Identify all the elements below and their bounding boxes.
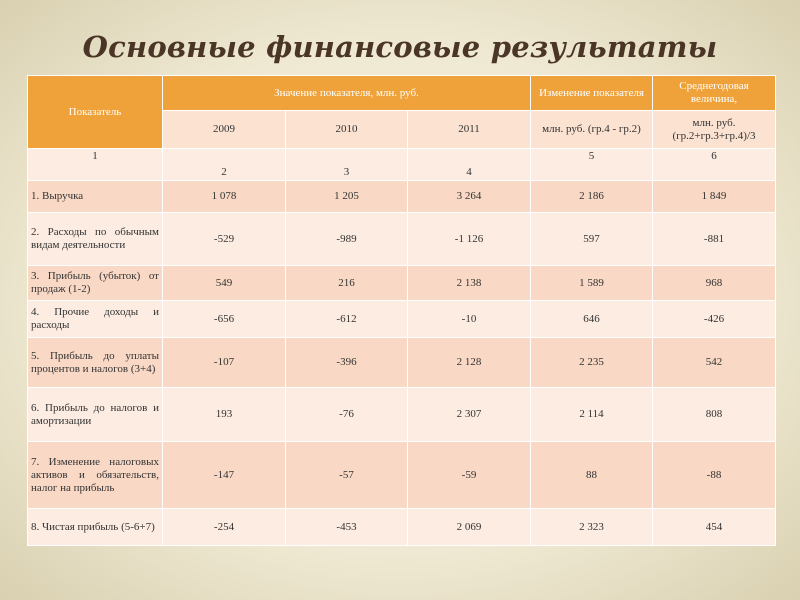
number-cell: 6 [652,148,776,181]
value-cell: 549 [162,265,286,301]
value-cell: 2 186 [530,180,653,213]
value-cell: -10 [407,300,531,338]
value-cell: 968 [652,265,776,301]
number-cell: 5 [530,148,653,181]
data-row: 8. Чистая прибыль (5-6+7) -254 -453 2 069 2 … [27,508,776,546]
value-cell: -76 [285,387,408,442]
value-cell: 2 128 [407,337,531,388]
row-label: 5. Прибыль до уплаты процентов и налогов… [27,337,163,388]
number-cell: 4 [407,148,531,181]
number-cell: 3 [285,148,408,181]
value-cell: -57 [285,441,408,509]
data-row: 1. Выручка 1 078 1 205 3 264 2 186 1 849 [27,180,776,213]
row-label: 6. Прибыль до налогов и амортизации [27,387,163,442]
value-cell: 3 264 [407,180,531,213]
data-row: 6. Прибыль до налогов и амортизации 193 -7… [27,387,776,442]
data-row: 4. Прочие доходы и расходы -656 -612 -10 646… [27,300,776,338]
data-row: 7. Изменение налоговых активов и обязате… [27,441,776,509]
value-cell: -59 [407,441,531,509]
value-cell: -426 [652,300,776,338]
header-cell: Значение показателя, млн. руб. [162,75,531,111]
year-cell: 2009 [162,110,286,149]
value-cell: 454 [652,508,776,546]
value-cell: 2 235 [530,337,653,388]
value-cell: 2 114 [530,387,653,442]
header-cell: Показатель [27,75,163,149]
header-cell: Изменение показателя [530,75,653,111]
value-cell: -656 [162,300,286,338]
value-cell: -529 [162,212,286,266]
row-label: 8. Чистая прибыль (5-6+7) [27,508,163,546]
row-label: 3. Прибыль (убыток) от продаж (1-2) [27,265,163,301]
unit-cell: млн. руб. (гр.2+гр.3+гр.4)/3 [652,110,776,149]
value-cell: -989 [285,212,408,266]
value-cell: 597 [530,212,653,266]
value-cell: 2 323 [530,508,653,546]
results-table: Показатель Значение показателя, млн. руб… [27,75,776,546]
value-cell: 542 [652,337,776,388]
year-cell: 2011 [407,110,531,149]
row-label: 2. Расходы по обычным видам деятельности [27,212,163,266]
value-cell: 1 589 [530,265,653,301]
value-cell: -107 [162,337,286,388]
header-row: Показатель Значение показателя, млн. руб… [27,75,776,149]
value-cell: -453 [285,508,408,546]
value-cell: 216 [285,265,408,301]
number-row: 1 2 3 4 5 6 [27,148,776,181]
data-row: 2. Расходы по обычным видам деятельности… [27,212,776,266]
value-cell: 2 069 [407,508,531,546]
value-cell: -147 [162,441,286,509]
data-row: 3. Прибыль (убыток) от продаж (1-2) 549 21… [27,265,776,301]
value-cell: 193 [162,387,286,442]
row-label: 4. Прочие доходы и расходы [27,300,163,338]
value-cell: 88 [530,441,653,509]
slide-title: Основные финансовые результаты [82,30,718,64]
value-cell: -396 [285,337,408,388]
value-cell: 1 849 [652,180,776,213]
number-cell: 1 [27,148,163,181]
header-row: 2009 2010 2011 млн. руб. (гр.4 - гр.2) м… [28,110,776,149]
value-cell: -254 [162,508,286,546]
unit-cell: млн. руб. (гр.4 - гр.2) [530,110,653,149]
row-label: 1. Выручка [27,180,163,213]
value-cell: -881 [652,212,776,266]
data-row: 5. Прибыль до уплаты процентов и налогов… [27,337,776,388]
value-cell: 1 205 [285,180,408,213]
value-cell: 2 138 [407,265,531,301]
number-cell: 2 [162,148,286,181]
value-cell: 646 [530,300,653,338]
year-cell: 2010 [285,110,408,149]
value-cell: 2 307 [407,387,531,442]
header-cell: Среднегодовая величина, [652,75,776,111]
value-cell: -88 [652,441,776,509]
value-cell: -1 126 [407,212,531,266]
value-cell: -612 [285,300,408,338]
value-cell: 1 078 [162,180,286,213]
value-cell: 808 [652,387,776,442]
row-label: 7. Изменение налоговых активов и обязате… [27,441,163,509]
